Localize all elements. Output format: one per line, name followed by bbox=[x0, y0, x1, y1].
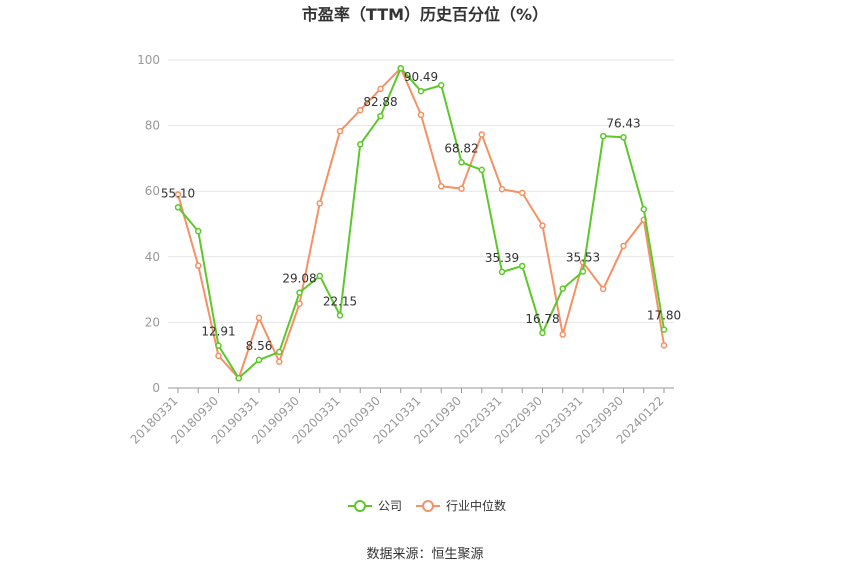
data-point bbox=[458, 185, 465, 192]
legend-item-0[interactable]: 公司 bbox=[348, 499, 402, 513]
data-point bbox=[559, 331, 566, 338]
data-point bbox=[519, 262, 526, 270]
data-point bbox=[235, 374, 242, 382]
data-label: 55.10 bbox=[161, 186, 195, 200]
legend-marker-icon bbox=[422, 500, 434, 512]
data-point bbox=[316, 200, 323, 207]
data-point bbox=[174, 204, 182, 211]
data-point bbox=[357, 106, 364, 114]
data-label: 22.15 bbox=[323, 294, 357, 308]
data-point bbox=[620, 242, 627, 250]
data-point bbox=[417, 111, 425, 119]
legend-label: 行业中位数 bbox=[446, 498, 506, 513]
data-point bbox=[620, 134, 627, 141]
chart-title: 市盈率（TTM）历史百分位（%） bbox=[302, 5, 548, 24]
data-label: 35.39 bbox=[485, 251, 519, 265]
data-point bbox=[519, 189, 526, 197]
y-tick-label: 80 bbox=[145, 119, 160, 133]
series-1 bbox=[174, 64, 668, 382]
data-point bbox=[255, 314, 263, 322]
series-layer bbox=[174, 64, 668, 382]
data-label: 35.53 bbox=[566, 250, 600, 264]
data-point bbox=[478, 166, 485, 174]
data-point bbox=[255, 356, 263, 364]
data-point bbox=[559, 285, 566, 292]
data-label: 17.80 bbox=[647, 309, 681, 323]
legend-marker-icon bbox=[354, 500, 366, 512]
data-point bbox=[215, 352, 222, 360]
data-point bbox=[417, 87, 425, 95]
data-point bbox=[539, 329, 546, 337]
data-label: 90.49 bbox=[404, 70, 438, 84]
data-point bbox=[539, 222, 546, 229]
data-point bbox=[276, 358, 283, 366]
data-point bbox=[438, 183, 445, 190]
data-point bbox=[215, 342, 222, 349]
data-point bbox=[498, 268, 506, 276]
data-point bbox=[498, 185, 506, 193]
data-point bbox=[478, 131, 485, 138]
data-point bbox=[316, 272, 323, 280]
data-point bbox=[296, 289, 303, 296]
data-labels: 55.10 12.91 8.56 29.08 22.15 82.88 90.49 68.82 3… bbox=[161, 70, 681, 353]
data-point bbox=[276, 348, 283, 356]
grid-lines bbox=[168, 59, 674, 323]
data-label: 29.08 bbox=[282, 272, 316, 286]
data-point bbox=[600, 285, 607, 293]
data-point bbox=[377, 112, 384, 120]
y-tick-label: 100 bbox=[137, 53, 160, 67]
data-point bbox=[438, 82, 445, 89]
data-point bbox=[397, 64, 404, 72]
y-tick-label: 60 bbox=[145, 184, 160, 198]
y-tick-label: 20 bbox=[145, 315, 160, 329]
y-tick-label: 40 bbox=[145, 250, 160, 264]
data-source: 数据来源：恒生聚源 bbox=[366, 547, 483, 562]
data-point bbox=[336, 127, 344, 135]
data-point bbox=[579, 268, 587, 275]
data-label: 8.56 bbox=[246, 339, 273, 353]
legend[interactable]: 公司 行业中位数 bbox=[348, 498, 506, 513]
data-point bbox=[174, 191, 182, 198]
legend-label: 公司 bbox=[378, 499, 402, 513]
data-point bbox=[660, 326, 668, 333]
y-axis: 0 20 40 60 80 100 bbox=[137, 53, 160, 395]
data-point bbox=[195, 227, 202, 235]
x-axis: 2018033120180930201903312019093020200331… bbox=[128, 387, 674, 447]
y-tick-label: 0 bbox=[152, 381, 160, 395]
data-label: 12.91 bbox=[201, 325, 235, 339]
data-point bbox=[458, 159, 465, 166]
data-point bbox=[660, 342, 668, 349]
data-point bbox=[377, 85, 384, 93]
data-point bbox=[357, 141, 364, 148]
data-label: 82.88 bbox=[363, 95, 397, 109]
series-0 bbox=[174, 64, 668, 382]
data-point bbox=[195, 262, 202, 269]
data-point bbox=[336, 312, 344, 319]
data-point bbox=[296, 300, 303, 307]
legend-item-1[interactable]: 行业中位数 bbox=[416, 498, 506, 513]
data-label: 16.78 bbox=[525, 312, 559, 326]
data-point bbox=[600, 132, 607, 140]
data-point bbox=[640, 205, 647, 213]
data-label: 76.43 bbox=[606, 116, 640, 130]
data-label: 68.82 bbox=[444, 141, 478, 155]
